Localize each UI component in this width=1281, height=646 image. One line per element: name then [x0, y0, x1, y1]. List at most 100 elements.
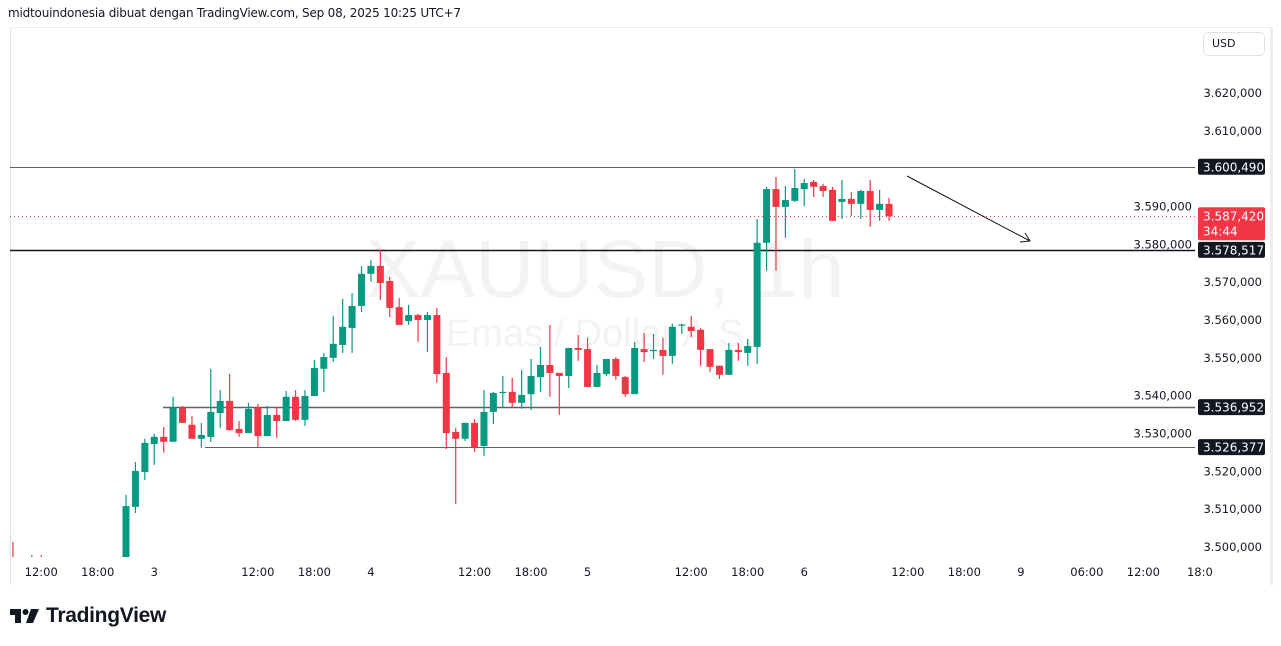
candle [442, 357, 450, 449]
candle [706, 349, 714, 372]
candle-body [320, 357, 328, 369]
time-tick-label: 12:00 [675, 565, 708, 579]
time-tick-label: 12:00 [458, 565, 491, 579]
candle-body [838, 198, 846, 202]
candle [499, 375, 507, 408]
candle [800, 178, 808, 207]
candle [847, 192, 855, 216]
candle [508, 377, 516, 408]
candle-body [546, 364, 554, 373]
candle [358, 265, 365, 313]
tradingview-logo[interactable]: TradingView [10, 604, 166, 628]
candle [546, 324, 554, 397]
level-price-label: 3.526,377 [1198, 439, 1265, 456]
candle [781, 186, 789, 238]
candle-body [263, 414, 271, 437]
candle-body [169, 407, 177, 442]
candle [179, 405, 187, 423]
candle [753, 218, 761, 364]
candle [254, 403, 262, 448]
candle [612, 357, 620, 380]
candle-body [687, 326, 695, 331]
candle [160, 427, 168, 453]
candle [433, 307, 441, 383]
candle [310, 360, 318, 397]
candle-body [810, 181, 818, 187]
candle-body [584, 349, 592, 387]
candle [593, 364, 601, 387]
candle [263, 405, 271, 437]
candle-body [395, 307, 403, 325]
candle [659, 337, 667, 375]
level-price-text: 3.536,952 [1203, 401, 1264, 415]
candle [650, 333, 658, 359]
candle-body [668, 326, 676, 356]
candle [527, 358, 535, 411]
candle [414, 313, 422, 342]
candle-body [386, 281, 394, 308]
candle [734, 343, 742, 361]
price-tick-label: 3.530,000 [1133, 426, 1192, 440]
trend-arrow-line[interactable] [906, 175, 1031, 242]
symbol-watermark: XAUUSD, 1h [366, 224, 845, 315]
candle-body [866, 190, 874, 210]
candle-body [433, 315, 441, 375]
candle [216, 389, 224, 428]
candle-body [489, 392, 497, 412]
candle-body [150, 436, 158, 445]
candle-body [829, 189, 836, 221]
time-tick-label: 18:0 [1187, 565, 1213, 579]
candle-body [207, 411, 215, 437]
candle-body [640, 349, 648, 353]
chart-attribution: midtouindonesia dibuat dengan TradingVie… [8, 6, 461, 20]
chart-frame [10, 27, 1273, 585]
candle-body [376, 265, 384, 283]
time-tick-label: 12:00 [25, 565, 58, 579]
candle-body [358, 273, 365, 306]
candle-body [631, 347, 639, 395]
candle-body [565, 347, 573, 376]
price-axis[interactable]: 3.620,000 3.610,000 3.590,000 3.580,000 3.57… [1133, 86, 1262, 554]
level-price-text: 3.578,517 [1203, 243, 1264, 257]
time-axis[interactable]: 12:00 18:00 3 12:00 18:00 4 12:00 18:00 5 12:00 18… [25, 565, 1213, 579]
candle [687, 315, 695, 338]
candle [169, 396, 177, 442]
candle [640, 332, 648, 362]
candle-body [179, 407, 187, 423]
candle-body [508, 391, 516, 403]
price-tick-label: 3.560,000 [1203, 313, 1262, 327]
time-tick-label: 12:00 [241, 565, 274, 579]
candle [339, 298, 347, 353]
candle [244, 402, 252, 434]
candle-body [744, 346, 752, 353]
candle [131, 461, 139, 513]
time-tick-label: 3 [151, 565, 158, 579]
candle-body [339, 326, 347, 345]
candle-body [555, 372, 563, 376]
time-tick-label: 9 [1017, 565, 1024, 579]
currency-button[interactable]: USD [1203, 32, 1265, 56]
price-tick-label: 3.550,000 [1203, 351, 1262, 365]
time-tick-label: 18:00 [81, 565, 114, 579]
candle-body [452, 431, 460, 439]
tradingview-logo-icon [10, 609, 39, 623]
candle [697, 327, 705, 366]
candle-body [141, 442, 149, 473]
candle [395, 298, 403, 325]
candle [376, 249, 384, 300]
candle [386, 276, 394, 317]
candle-body [471, 422, 479, 448]
candle [489, 391, 497, 425]
candle-body [329, 343, 337, 358]
candle [207, 368, 215, 442]
price-tick-label: 3.590,000 [1133, 199, 1192, 213]
price-tick-label: 3.580,000 [1133, 237, 1192, 251]
candle-body [706, 349, 714, 367]
candle [866, 180, 874, 227]
candle-body [310, 368, 318, 397]
candle-body [697, 329, 705, 350]
time-tick-label: 18:00 [514, 565, 547, 579]
time-tick-label: 6 [801, 565, 808, 579]
